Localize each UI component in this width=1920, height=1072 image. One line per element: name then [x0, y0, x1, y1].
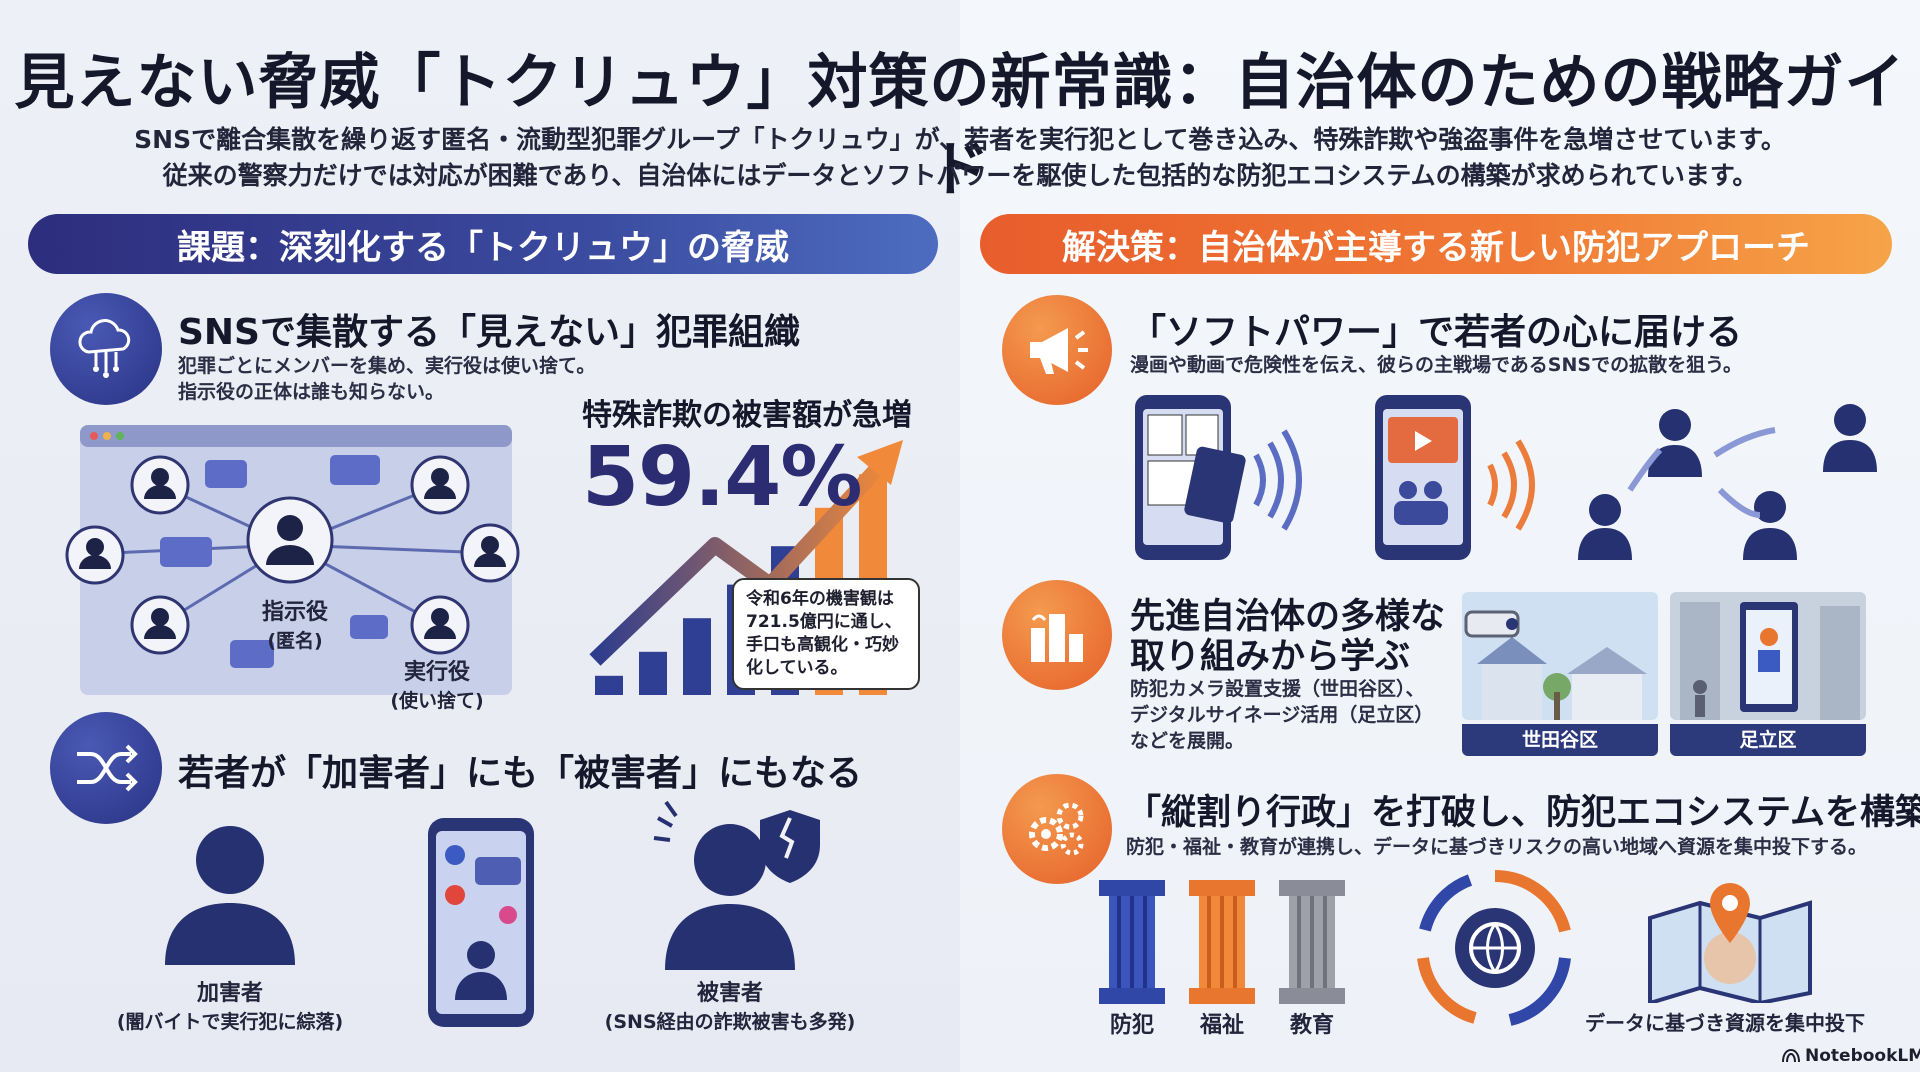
criminal-network-illustration	[50, 425, 520, 695]
perpetrator-sub: (闇バイトで実行犯に綜落)	[116, 1011, 344, 1033]
softpower-text: 漫画や動画で危険性を伝え、彼らの主戦場であるSNSでの拡散を狙う。	[1130, 354, 1742, 376]
fraud-bar	[595, 675, 623, 695]
fraud-note-2: 721.5億円に通し、	[746, 612, 902, 632]
digital-signage-icon	[1670, 592, 1866, 720]
fraud-note-bubble: 令和6年の機害観は 721.5億円に通し、 手口も高観化・巧妙 化している。	[732, 578, 920, 690]
growth-arrow-head	[857, 440, 903, 485]
victim-label: 被害者	[696, 981, 763, 1006]
subtitle-line-1: SNSで離合集散を繰り返す匿名・流動型犯罪グループ「トクリュウ」が、若者を実行犯…	[134, 125, 1786, 154]
victim-silhouette-icon	[653, 800, 820, 970]
map-pin-icon	[1648, 883, 1812, 1003]
pillar-welfare-label: 福祉	[1199, 1013, 1244, 1038]
gears-icon	[1002, 774, 1112, 884]
cloud-network-icon	[50, 293, 162, 405]
notebooklm-logo: NotebookLM	[1782, 1046, 1920, 1066]
globe-cycle-icon	[1417, 870, 1571, 1026]
advanced-text-1: 防犯カメラ設置支援（世田谷区）、	[1130, 678, 1425, 700]
fraud-note-4: 化している。	[746, 658, 848, 678]
perpetrator-caption: 加害者 (闇バイトで実行犯に綜落)	[110, 975, 350, 1034]
sns-spread-illustration	[1135, 395, 1877, 560]
growth-arrow	[589, 449, 896, 666]
page-title: 見えない脅威「トクリュウ」対策の新常識：自治体のための戦略ガイド	[14, 48, 1906, 205]
softpower-heading: 「ソフトパワー」で若者の心に届ける	[1130, 312, 1743, 353]
executor-sub: (使い捨て)	[390, 690, 484, 712]
fraud-heading: 特殊詐欺の被害額が急増	[582, 398, 912, 433]
shuffle-icon	[50, 712, 162, 824]
executor-label: 実行役	[403, 660, 470, 685]
fraud-percent: 59.4%	[582, 430, 862, 525]
setagaya-label: 世田谷区	[1462, 724, 1658, 756]
victim-sub: (SNS経由の詐欺被害も多発)	[604, 1011, 856, 1033]
pillar-crime-label: 防犯	[1109, 1013, 1154, 1038]
setagaya-card: 世田谷区	[1462, 592, 1658, 756]
map-caption: データに基づき資源を集中投下	[1585, 1011, 1865, 1035]
youth-heading: 若者が「加害者」にも「被害者」にもなる	[178, 753, 863, 794]
network-heading: SNSで集散する「見えない」犯罪組織	[178, 312, 800, 353]
adachi-label: 足立区	[1670, 724, 1866, 756]
smartphone-sns-icon	[428, 818, 534, 1027]
executor-caption: 実行役 (使い捨て)	[382, 654, 492, 713]
megaphone-icon	[1002, 295, 1112, 405]
city-buildings-icon	[1002, 580, 1112, 690]
pillar-education-label: 教育	[1289, 1013, 1334, 1038]
crime-prevention-pillar-icon	[1099, 880, 1165, 1004]
notebooklm-mark-icon	[1782, 1049, 1800, 1063]
perpetrator-label: 加害者	[196, 981, 263, 1006]
leader-label: 指示役	[261, 600, 328, 625]
network-text-1: 犯罪ごとにメンバーを集め、実行役は使い捨て。	[178, 355, 596, 377]
problem-banner: 課題：深刻化する「トクリュウ」の脅威	[28, 214, 938, 274]
advanced-text-2: デジタルサイネージ活用（足立区）	[1130, 704, 1434, 726]
security-camera-icon	[1462, 592, 1658, 720]
education-pillar-icon	[1279, 880, 1345, 1004]
ecosystem-text: 防犯・福祉・教育が連携し、データに基づきリスクの高い地域へ資源を集中投下する。	[1126, 836, 1868, 858]
adachi-card: 足立区	[1670, 592, 1866, 756]
subtitle-line-2: 従来の警察力だけでは対応が困難であり、自治体にはデータとソフトパワーを駆使した包…	[162, 161, 1758, 190]
notebooklm-brand: NotebookLM	[1805, 1046, 1920, 1066]
solution-banner: 解決策：自治体が主導する新しい防犯アプローチ	[980, 214, 1892, 274]
ecosystem-heading: 「縦割り行政」を打破し、防犯エコシステムを構築	[1126, 793, 1920, 833]
fraud-bar	[639, 651, 667, 695]
advanced-text-3: などを展開。	[1130, 730, 1245, 752]
welfare-pillar-icon	[1189, 880, 1255, 1004]
advanced-heading-1: 先進自治体の多様な	[1130, 597, 1446, 637]
victim-caption: 被害者 (SNS経由の詐欺被害も多発)	[590, 975, 870, 1034]
fraud-note-1: 令和6年の機害観は	[746, 589, 894, 609]
advanced-heading-2: 取り組みから学ぶ	[1130, 637, 1411, 677]
fraud-bar	[683, 618, 711, 695]
perpetrator-silhouette-icon	[165, 826, 295, 965]
leader-sub: (匿名)	[267, 630, 323, 652]
fraud-note-3: 手口も高観化・巧妙	[746, 635, 899, 655]
network-text-2: 指示役の正体は誰も知らない。	[178, 381, 445, 403]
leader-caption: 指示役 (匿名)	[245, 594, 345, 653]
